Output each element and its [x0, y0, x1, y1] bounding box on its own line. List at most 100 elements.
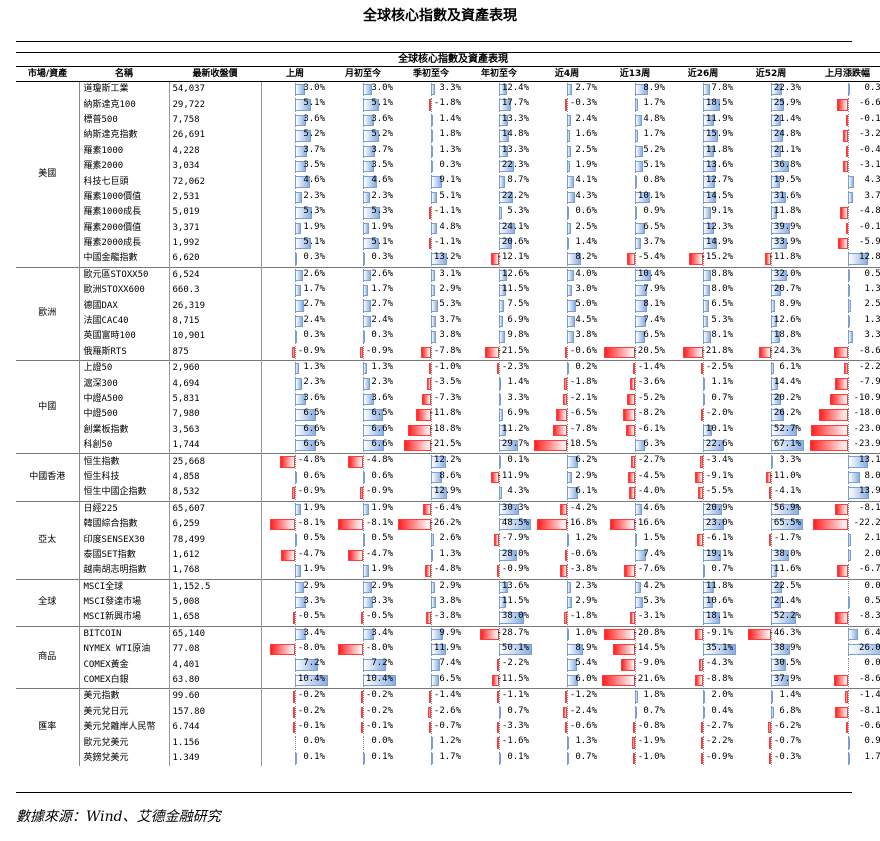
negative-bar [426, 612, 431, 624]
pct-cell: 9.1% [397, 174, 465, 189]
pct-cell: 8.0% [669, 283, 737, 298]
positive-bar [363, 237, 379, 250]
zero-axis [431, 517, 432, 532]
latest-close: 54,037 [169, 81, 262, 98]
pct-value: 56.9% [773, 502, 801, 513]
positive-bar [295, 471, 298, 484]
pct-cell: -18.0% [805, 407, 880, 422]
positive-bar [567, 269, 575, 282]
pct-cell: -2.7% [601, 453, 669, 470]
pct-value: 1.7% [643, 98, 665, 109]
pct-cell: 5.1% [329, 236, 397, 251]
table-row: MSCI新興市場 1,658 -0.5% -0.5% -3.8% 38.0% -1.8% -3… [16, 610, 880, 627]
pct-cell: 67.1% [737, 438, 805, 454]
positive-bar [499, 285, 507, 297]
positive-bar [295, 628, 306, 641]
pct-cell: 6.2% [533, 453, 601, 470]
pct-value: 5.3% [371, 206, 393, 217]
pct-cell: 5.2% [329, 128, 397, 143]
pct-cell: 6.3% [601, 438, 669, 454]
latest-close: 5,008 [169, 594, 262, 611]
zero-axis [567, 408, 568, 422]
negative-bar [845, 222, 848, 234]
zero-axis [635, 736, 636, 750]
zero-axis [431, 206, 432, 220]
positive-bar [567, 114, 572, 127]
pct-value: 0.3% [303, 330, 325, 341]
pct-cell: 13.1% [805, 453, 880, 470]
pct-value: 0.0% [303, 736, 325, 747]
pct-cell: 8.1% [601, 298, 669, 313]
negative-bar [292, 487, 296, 499]
pct-value: 5.3% [303, 206, 325, 217]
pct-value: 6.9% [507, 314, 529, 325]
pct-value: 18.5% [705, 98, 733, 109]
pct-value: 25.9% [773, 98, 801, 109]
zero-axis [295, 548, 297, 563]
pct-value: 2.5% [575, 221, 597, 232]
pct-value: 67.1% [773, 438, 801, 449]
pct-cell: 0.9% [601, 205, 669, 220]
positive-bar [499, 331, 506, 343]
negative-bar [834, 346, 848, 359]
pct-value: -3.1% [637, 611, 665, 622]
pct-value: 3.6% [303, 392, 325, 403]
pct-cell: 8.9% [601, 81, 669, 98]
pct-value: -8.1% [297, 517, 325, 528]
pct-cell: 35.1% [669, 642, 737, 657]
positive-bar [703, 581, 714, 593]
negative-bar [623, 565, 635, 577]
positive-bar [635, 534, 638, 546]
negative-bar [361, 722, 363, 734]
pct-value: 13.2% [433, 252, 461, 263]
positive-bar [295, 222, 302, 234]
column-header: 近4周 [533, 66, 601, 82]
zero-axis [431, 564, 432, 578]
negative-bar [765, 253, 771, 265]
pct-cell: -1.0% [601, 751, 669, 766]
pct-value: -0.2% [297, 705, 325, 716]
zero-axis [847, 345, 849, 360]
table-caption: 全球核心指數及資產表現 [16, 52, 880, 67]
pct-value: 0.0% [371, 736, 393, 747]
pct-cell: 5.3% [669, 314, 737, 329]
positive-bar [567, 222, 572, 234]
column-header: 上月漲跌幅 [805, 66, 880, 82]
pct-cell: 6.5% [601, 329, 669, 344]
pct-cell: 37.9% [737, 673, 805, 689]
pct-cell: -1.8% [533, 376, 601, 391]
asset-name: COMEX黃金 [79, 657, 170, 673]
pct-cell: 11.6% [737, 563, 805, 579]
pct-value: 22.2% [501, 190, 529, 201]
positive-bar [567, 471, 573, 484]
pct-cell: 2.3% [329, 190, 397, 205]
table-row: 泰國SET指數 1,612 -4.7% -4.7% 1.3% 28.0% -0.6% 7.4%… [16, 547, 880, 564]
pct-cell: -8.2% [601, 407, 669, 422]
pct-cell: -7.8% [397, 345, 465, 361]
pct-cell: -0.2% [329, 688, 397, 705]
pct-value: -1.4% [859, 690, 880, 701]
positive-bar [847, 269, 850, 282]
zero-axis [567, 98, 568, 112]
pct-cell: 18.5% [669, 97, 737, 112]
pct-cell: 1.9% [329, 500, 397, 517]
pct-value: 3.6% [303, 113, 325, 124]
pct-cell: 1.9% [329, 221, 397, 236]
pct-cell: -1.6% [465, 735, 533, 750]
pct-value: -0.3% [773, 751, 801, 762]
latest-close: 4,401 [169, 657, 262, 673]
negative-bar [564, 691, 567, 703]
positive-bar [847, 191, 854, 204]
pct-value: 8.9% [643, 83, 665, 93]
negative-bar [830, 393, 848, 406]
pct-cell: 6.5% [329, 407, 397, 422]
pct-cell: -6.4% [397, 500, 465, 517]
pct-cell: 1.0% [533, 625, 601, 643]
pct-cell: 0.7% [669, 563, 737, 579]
positive-bar [431, 471, 442, 484]
asset-name: 中證500 [79, 407, 170, 423]
pct-value: 5.4% [575, 658, 597, 669]
positive-bar [363, 315, 371, 328]
pct-cell: -9.1% [669, 470, 737, 485]
asset-name: 納斯達克100 [79, 97, 170, 113]
